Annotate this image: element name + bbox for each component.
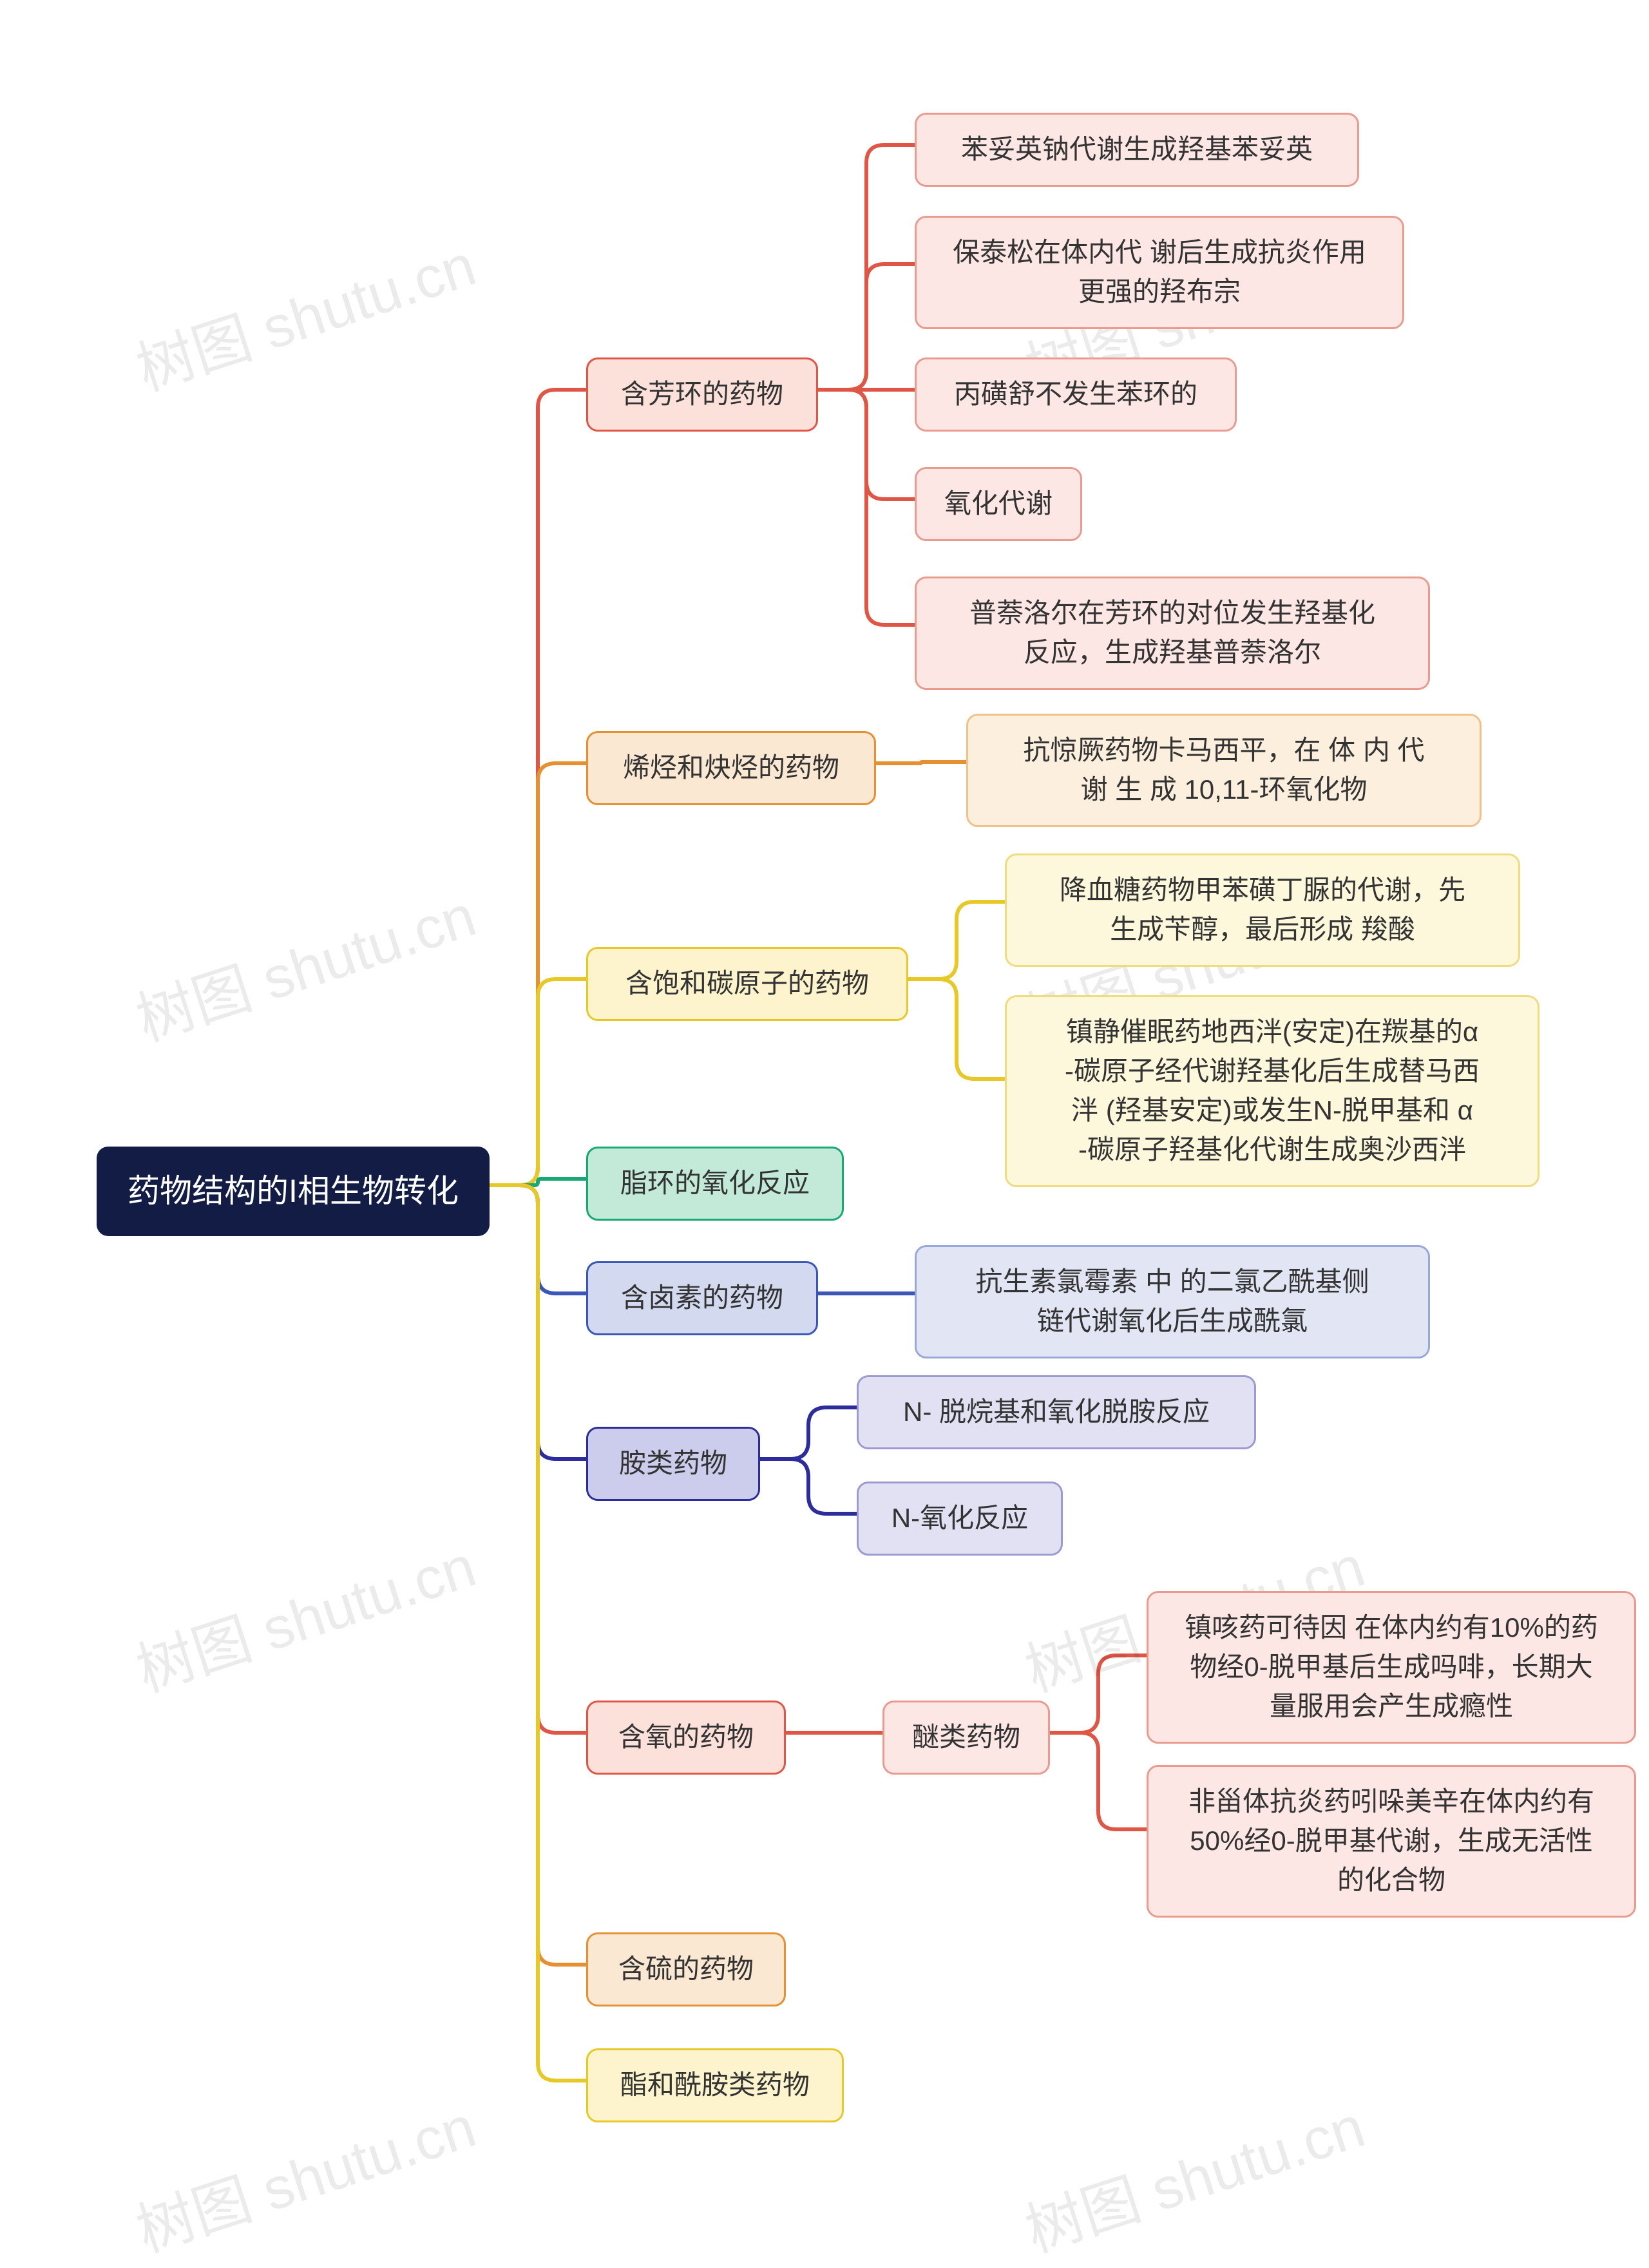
edge [760,1459,857,1514]
edge [490,1185,586,1733]
mindmap-node-b6c1: N- 脱烷基和氧化脱胺反应 [857,1375,1256,1449]
edge [490,979,586,1185]
edge [1050,1733,1147,1829]
mindmap-node-b1c5: 普萘洛尔在芳环的对位发生羟基化 反应，生成羟基普萘洛尔 [915,577,1430,690]
mindmap-node-b3c2: 镇静催眠药地西泮(安定)在羰基的α -碳原子经代谢羟基化后生成替马西 泮 (羟基… [1005,995,1539,1187]
mindmap-node-b7c1a: 镇咳药可待因 在体内约有10%的药 物经0-脱甲基后生成吗啡，长期大 量服用会产… [1147,1591,1636,1744]
watermark: 树图 shutu.cn [1013,2080,1373,2268]
edge [818,390,915,499]
edge [490,1185,586,1293]
mindmap-node-b2c1: 抗惊厥药物卡马西平，在 体 内 代 谢 生 成 10,11-环氧化物 [966,714,1482,827]
edge [490,1185,586,2081]
mindmap-node-b6: 胺类药物 [586,1427,760,1501]
watermark: 树图 shutu.cn [124,218,484,406]
mindmap-node-b6c2: N-氧化反应 [857,1482,1063,1556]
mindmap-node-b3c1: 降血糖药物甲苯磺丁脲的代谢，先 生成苄醇，最后形成 羧酸 [1005,853,1520,967]
edge [1050,1655,1147,1733]
edge [490,763,586,1185]
mindmap-node-root: 药物结构的I相生物转化 [97,1147,490,1236]
edge [490,1185,586,1965]
mindmap-node-b4: 脂环的氧化反应 [586,1147,844,1221]
mindmap-node-b7: 含氧的药物 [586,1701,786,1775]
edge [818,145,915,390]
mindmap-node-b9: 酯和酰胺类药物 [586,2048,844,2122]
mindmap-node-b1c2: 保泰松在体内代 谢后生成抗炎作用 更强的羟布宗 [915,216,1404,329]
mindmap-node-b1c4: 氧化代谢 [915,467,1082,541]
edge [760,1407,857,1459]
mindmap-node-b1: 含芳环的药物 [586,357,818,432]
edge [876,762,966,763]
edge [908,902,1005,979]
edge [490,1179,586,1185]
edge [908,979,1005,1079]
mindmap-node-b3: 含饱和碳原子的药物 [586,947,908,1021]
mindmap-node-b8: 含硫的药物 [586,1932,786,2006]
mindmap-node-b2: 烯烃和炔烃的药物 [586,731,876,805]
watermark: 树图 shutu.cn [124,2080,484,2268]
mindmap-node-b7c1b: 非甾体抗炎药吲哚美辛在体内约有 50%经0-脱甲基代谢，生成无活性 的化合物 [1147,1765,1636,1918]
mindmap-node-b5c1: 抗生素氯霉素 中 的二氯乙酰基侧 链代谢氧化后生成酰氯 [915,1245,1430,1358]
watermark: 树图 shutu.cn [124,1520,484,1708]
edge [818,264,915,390]
mindmap-node-b7c1: 醚类药物 [882,1701,1050,1775]
mindmap-node-b1c3: 丙磺舒不发生苯环的 [915,357,1237,432]
mindmap-node-b5: 含卤素的药物 [586,1261,818,1335]
edge [818,390,915,625]
edge [490,1185,586,1459]
mindmap-node-b1c1: 苯妥英钠代谢生成羟基苯妥英 [915,113,1359,187]
watermark: 树图 shutu.cn [124,869,484,1057]
edge [490,390,586,1185]
